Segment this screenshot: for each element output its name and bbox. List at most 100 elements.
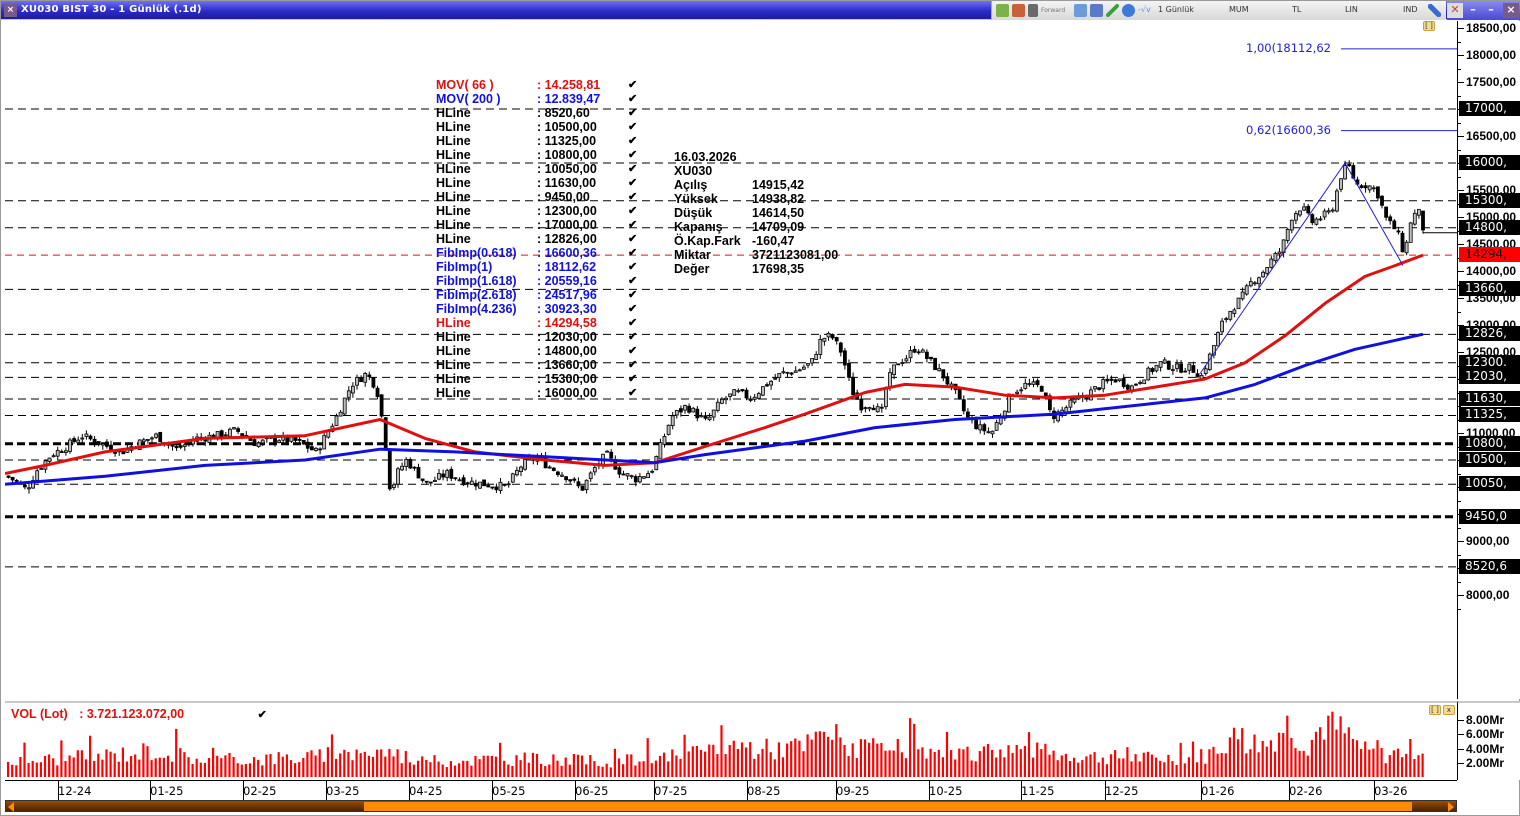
- volume-bar: [134, 754, 137, 777]
- tools-cross-icon[interactable]: ✕: [1447, 3, 1463, 18]
- visibility-check-icon[interactable]: ✔: [628, 205, 638, 217]
- volume-bar: [1200, 749, 1203, 777]
- visibility-check-icon[interactable]: ✔: [628, 275, 638, 287]
- candle: [420, 478, 425, 483]
- volume-bar: [1249, 749, 1252, 777]
- candle: [232, 427, 236, 430]
- legend-label: HLine: [436, 190, 471, 204]
- candle: [1220, 318, 1224, 336]
- volume-bar: [367, 755, 370, 777]
- time-axis-label: 01-26: [1201, 784, 1235, 798]
- forward-label[interactable]: Forward: [1041, 7, 1066, 14]
- forward-icon[interactable]: [1028, 4, 1038, 17]
- pencil-icon[interactable]: [1106, 4, 1119, 17]
- volume-bar: [203, 762, 206, 777]
- volume-bar: [613, 748, 616, 777]
- candle: [736, 388, 741, 394]
- wave-icon[interactable]: -√v: [1138, 5, 1151, 14]
- candle: [482, 479, 487, 487]
- chart-settings-icon[interactable]: [1090, 4, 1103, 17]
- volume-axis-label: 4.00Mr: [1466, 741, 1505, 756]
- horizontal-scrollbar[interactable]: [5, 800, 1457, 812]
- visibility-check-icon[interactable]: ✔: [628, 261, 638, 273]
- volume-bar: [1241, 728, 1244, 777]
- scale-selector[interactable]: LIN: [1345, 5, 1358, 14]
- candle: [769, 379, 773, 390]
- arrow-tool-icon[interactable]: [1428, 4, 1441, 17]
- moving-average-line[interactable]: [5, 332, 1424, 486]
- move-arrows-icon[interactable]: [1122, 4, 1135, 17]
- close-chart-button[interactable]: ×: [4, 4, 17, 17]
- visibility-check-icon[interactable]: ✔: [628, 247, 638, 259]
- currency-selector[interactable]: TL: [1292, 5, 1302, 14]
- tools-icon[interactable]: [996, 4, 1009, 17]
- visibility-check-icon[interactable]: ✔: [628, 79, 638, 91]
- visibility-check-icon[interactable]: ✔: [628, 387, 638, 399]
- indicator-icon[interactable]: [1012, 4, 1025, 17]
- volume-bar: [212, 747, 215, 777]
- candle: [588, 471, 593, 482]
- volume-bar: [1048, 754, 1051, 777]
- volume-bar: [1175, 764, 1178, 777]
- volume-check-icon[interactable]: ✔: [257, 709, 267, 721]
- legend-label: HLine: [436, 120, 471, 134]
- candle: [412, 466, 417, 471]
- visibility-check-icon[interactable]: ✔: [628, 359, 638, 371]
- fibonacci-impulse-line[interactable]: [1199, 162, 1404, 374]
- candle: [830, 333, 835, 341]
- moving-average-line[interactable]: [5, 253, 1424, 475]
- volume-bar: [966, 746, 969, 777]
- candlestick-chart[interactable]: [5, 21, 1457, 699]
- visibility-check-icon[interactable]: ✔: [628, 121, 638, 133]
- maximize-button[interactable]: ×: [1503, 3, 1519, 18]
- candle: [982, 422, 987, 435]
- visibility-check-icon[interactable]: ✔: [628, 107, 638, 119]
- minimize-button[interactable]: –: [1470, 3, 1476, 16]
- period-selector[interactable]: 1 Günlük: [1158, 5, 1194, 14]
- visibility-check-icon[interactable]: ✔: [628, 93, 638, 105]
- legend-value: : 13660,00: [537, 358, 597, 372]
- volume-bar: [925, 758, 928, 777]
- visibility-check-icon[interactable]: ✔: [628, 149, 638, 161]
- candle: [277, 439, 282, 444]
- visibility-check-icon[interactable]: ✔: [628, 373, 638, 385]
- visibility-check-icon[interactable]: ✔: [628, 191, 638, 203]
- volume-pane-close-button[interactable]: x: [1443, 705, 1455, 715]
- scroll-left-arrow[interactable]: [8, 802, 14, 812]
- visibility-check-icon[interactable]: ✔: [628, 233, 638, 245]
- volume-pane[interactable]: VOL (Lot) : 3.721.123.072,00 ✔ [ ] x: [5, 701, 1457, 780]
- visibility-check-icon[interactable]: ✔: [628, 219, 638, 231]
- price-chart-pane[interactable]: MOV( 66 ): 14.258,81 ✔ MOV( 200 ): 12.839,…: [5, 21, 1457, 699]
- candle: [1117, 378, 1122, 383]
- pane-restore-button[interactable]: [ ]: [1423, 21, 1435, 31]
- info-value: 3721123081,00: [752, 248, 839, 262]
- indicators-button[interactable]: IND: [1403, 5, 1418, 14]
- volume-bar: [728, 744, 731, 777]
- visibility-check-icon[interactable]: ✔: [628, 317, 638, 329]
- visibility-check-icon[interactable]: ✔: [628, 163, 638, 175]
- visibility-check-icon[interactable]: ✔: [628, 135, 638, 147]
- visibility-check-icon[interactable]: ✔: [628, 331, 638, 343]
- price-axis[interactable]: 18500,00 18000,00 17500,00 16500,00 15500,00…: [1457, 21, 1520, 699]
- visibility-check-icon[interactable]: ✔: [628, 345, 638, 357]
- axis-tick: [1458, 190, 1464, 191]
- candle: [687, 403, 691, 414]
- info-value: 14614,50: [752, 206, 805, 220]
- candle: [375, 385, 380, 400]
- visibility-check-icon[interactable]: ✔: [628, 303, 638, 315]
- volume-bar: [125, 761, 129, 777]
- candle: [925, 349, 929, 363]
- visibility-check-icon[interactable]: ✔: [628, 177, 638, 189]
- calculator-icon[interactable]: [1074, 4, 1087, 17]
- visibility-check-icon[interactable]: ✔: [628, 289, 638, 301]
- candle: [510, 472, 515, 483]
- volume-pane-restore-button[interactable]: [ ]: [1429, 705, 1441, 715]
- scroll-right-arrow[interactable]: [1448, 802, 1454, 812]
- chart-type-selector[interactable]: MUM: [1229, 5, 1249, 14]
- restore-button[interactable]: –: [1488, 3, 1494, 16]
- volume-bar: [285, 754, 288, 777]
- legend-label: HLine: [436, 358, 471, 372]
- scrollbar-thumb[interactable]: [364, 802, 1412, 811]
- window-title: XU030 BIST 30 - 1 Günlük (.1d): [21, 4, 202, 15]
- volume-bar: [982, 746, 985, 777]
